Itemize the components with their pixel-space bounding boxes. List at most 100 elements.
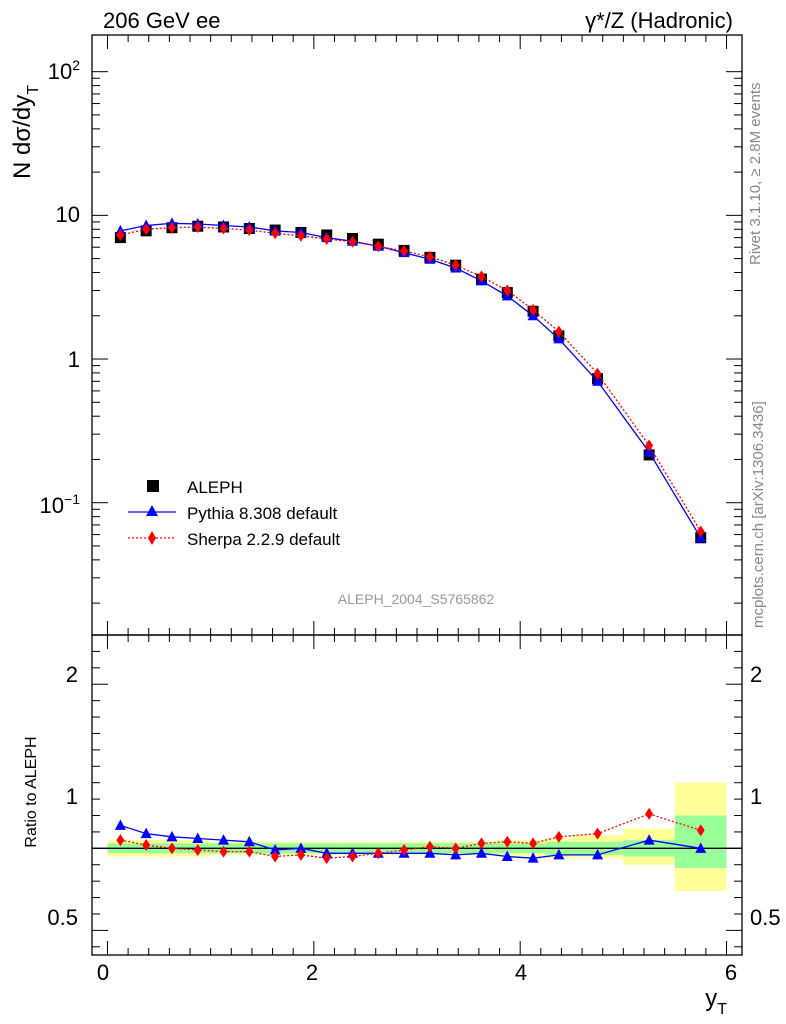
ratio-frame	[91, 634, 743, 956]
ratio-sherpa-point	[245, 845, 254, 858]
ratio-pythia-point	[501, 850, 513, 862]
ratio-sherpa-point	[296, 848, 305, 861]
xtick-label-2: 2	[306, 960, 318, 985]
ratio-sherpa-point	[400, 843, 409, 856]
legend-marker-sherpa	[148, 531, 156, 545]
ratio-pythia-point	[553, 848, 565, 860]
header-right-label: (Hadronic)	[624, 8, 733, 33]
ratio-pythia-point	[475, 847, 487, 858]
ratio-sherpa-point	[219, 845, 228, 858]
sherpa-point	[219, 222, 228, 235]
uncertainty-band-inner	[674, 815, 727, 869]
ratio-sherpa-point	[116, 834, 125, 847]
ratio-sherpa-point	[477, 837, 486, 850]
xlabel-sub: T	[717, 1001, 727, 1018]
ratio-sherpa-point	[593, 827, 602, 840]
ratio-sherpa-point	[142, 839, 151, 852]
sherpa-point	[593, 367, 602, 380]
sherpa-point	[400, 244, 409, 257]
legend-label-aleph: ALEPH	[187, 478, 243, 497]
rivet-label: Rivet 3.1.10, ≥ 2.8M events	[747, 83, 764, 266]
xtick-label-6: 6	[725, 960, 737, 985]
ratio-sherpa-point	[696, 824, 705, 837]
ratio-pythia-point	[243, 835, 255, 847]
ratio-pythia-point	[643, 834, 655, 845]
sherpa-point	[451, 259, 460, 272]
legend-label-sherpa: Sherpa 2.2.9 default	[187, 530, 340, 549]
sherpa-point	[503, 284, 512, 297]
ratio-pythia-point	[166, 830, 178, 842]
ratio-sherpa-point	[554, 830, 563, 843]
ratio-sherpa-point	[451, 842, 460, 855]
ratio-pythia-point	[592, 848, 604, 860]
header-right-boson: γ*/Z	[585, 8, 624, 33]
ratio-sherpa-line	[120, 813, 701, 859]
ratio-plot-area	[92, 782, 742, 891]
analysis-watermark: ALEPH_2004_S5765862	[338, 591, 495, 607]
ratio-sherpa-point	[503, 835, 512, 848]
ratio-sherpa-point	[645, 807, 654, 820]
ratio-series-layer	[114, 807, 707, 865]
xtick-label-0: 0	[97, 960, 109, 985]
ytick-label-100-exp: 2	[72, 57, 80, 73]
sherpa-point	[554, 325, 563, 338]
sherpa-point	[245, 224, 254, 237]
ratio-sherpa-point	[348, 850, 357, 863]
ytick-label-0p1-exp: −1	[64, 491, 80, 507]
sherpa-point	[348, 235, 357, 248]
ratio-ytick-1-right: 1	[750, 784, 762, 809]
header-right: γ*/Z (Hadronic)	[585, 8, 733, 33]
sherpa-point	[374, 240, 383, 253]
ratio-pythia-point	[269, 843, 281, 855]
ratio-sherpa-point	[374, 847, 383, 860]
xlabel: yT	[705, 985, 727, 1018]
mcplots-label: mcplots.cern.ch [arXiv:1306.3436]	[750, 401, 767, 628]
pythia-point	[553, 332, 565, 344]
sherpa-point	[322, 232, 331, 245]
ratio-pythia-point	[527, 852, 539, 863]
legend: ALEPH Pythia 8.308 default Sherpa 2.2.9 …	[128, 478, 340, 549]
ratio-sherpa-point	[425, 840, 434, 853]
xtick-label-4: 4	[515, 960, 527, 985]
ytick-label-1: 1	[68, 347, 80, 372]
ratio-pythia-point	[295, 842, 307, 853]
sherpa-point	[116, 228, 125, 241]
sherpa-point	[529, 303, 538, 316]
header-left: 206 GeV ee	[103, 8, 220, 33]
ratio-axis-ticks	[92, 634, 742, 955]
ratio-ylabel: Ratio to ALEPH	[23, 736, 40, 847]
sherpa-point	[142, 223, 151, 236]
pythia-point	[592, 375, 604, 386]
sherpa-point	[271, 227, 280, 240]
legend-marker-pythia	[146, 505, 158, 516]
ratio-ytick-0p5-right: 0.5	[750, 905, 781, 930]
sherpa-point	[696, 525, 705, 538]
ytick-label-100: 102	[48, 57, 80, 84]
ratio-sherpa-point	[193, 843, 202, 856]
sherpa-point	[645, 439, 654, 452]
ratio-ytick-2-left: 2	[66, 662, 78, 687]
ratio-sherpa-point	[529, 837, 538, 850]
ytick-label-10: 10	[56, 202, 80, 227]
main-ylabel: N dσ/dyT	[9, 85, 42, 179]
sherpa-point	[425, 250, 434, 263]
ratio-pythia-point	[114, 819, 126, 830]
sherpa-point	[296, 229, 305, 242]
sherpa-point	[477, 270, 486, 283]
main-axis-ticks	[92, 35, 742, 635]
ratio-sherpa-point	[167, 842, 176, 855]
ratio-sherpa-point	[322, 852, 331, 865]
ytick-label-0p1: 10−1	[40, 491, 81, 518]
ratio-pythia-point	[695, 842, 707, 853]
sherpa-point	[193, 220, 202, 233]
ratio-ytick-2-right: 2	[750, 662, 762, 687]
ratio-pythia-point	[192, 832, 204, 843]
main-series-layer	[114, 217, 707, 544]
ratio-pythia-point	[140, 827, 152, 839]
ratio-ytick-1-left: 1	[66, 784, 78, 809]
legend-label-pythia: Pythia 8.308 default	[187, 504, 338, 523]
ratio-ytick-0p5-left: 0.5	[47, 905, 78, 930]
sherpa-point	[167, 221, 176, 234]
ratio-pythia-point	[218, 834, 230, 845]
